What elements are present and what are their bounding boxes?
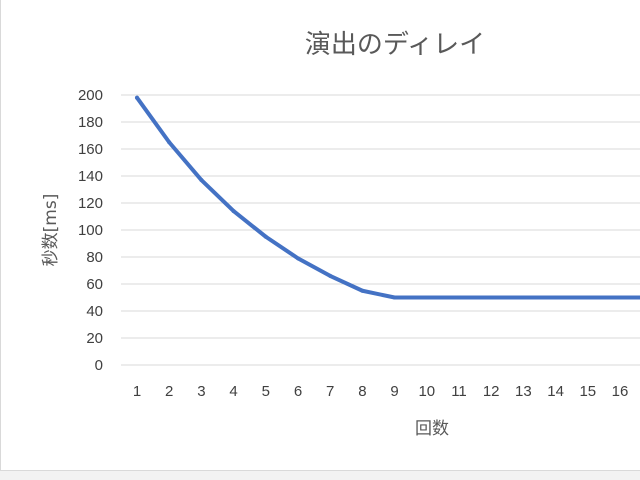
x-tick-label: 12 (483, 383, 500, 400)
data-point (328, 273, 333, 278)
gridlines (121, 94, 640, 366)
x-tick-label: 5 (262, 383, 270, 400)
x-tick-label: 15 (579, 383, 596, 400)
y-tick-label: 100 (78, 222, 103, 239)
data-point (392, 295, 397, 300)
x-axis-ticks: 1 2 3 4 5 6 7 8 9 10 11 12 13 14 15 16 (133, 383, 629, 400)
data-point (135, 95, 139, 100)
y-tick-label: 0 (95, 357, 103, 374)
series-layer (135, 95, 640, 300)
x-tick-label: 10 (418, 383, 435, 400)
x-tick-label: 7 (326, 383, 334, 400)
x-tick-label: 9 (390, 383, 398, 400)
data-point (296, 256, 300, 261)
x-tick-label: 3 (197, 383, 205, 400)
x-tick-label: 8 (358, 383, 366, 400)
y-tick-label: 60 (86, 276, 103, 293)
data-point (199, 178, 204, 183)
data-point (618, 295, 622, 300)
chart-border (0, 0, 1, 470)
y-tick-label: 200 (78, 87, 103, 104)
x-axis-title: 回数 (415, 419, 449, 439)
x-tick-label: 2 (165, 383, 173, 400)
scroll-strip (0, 470, 640, 480)
y-axis-title: 秒数[ms] (41, 194, 61, 267)
x-tick-label: 1 (133, 383, 141, 400)
y-tick-label: 20 (86, 330, 103, 347)
y-tick-label: 140 (78, 168, 103, 185)
y-axis-ticks: 0 20 40 60 80 100 120 140 160 180 200 (78, 87, 103, 374)
data-point (489, 295, 494, 300)
x-tick-label: 6 (294, 383, 302, 400)
data-point (457, 295, 461, 300)
y-tick-label: 40 (86, 303, 103, 320)
y-tick-label: 120 (78, 195, 103, 212)
y-tick-label: 180 (78, 114, 103, 131)
series-line (135, 95, 640, 300)
data-point (263, 234, 268, 239)
data-point (553, 295, 558, 300)
x-tick-label: 14 (547, 383, 564, 400)
data-point (167, 140, 172, 145)
x-tick-label: 16 (612, 383, 629, 400)
chart-title: 演出のディレイ (305, 30, 485, 60)
data-point (231, 209, 236, 214)
x-tick-label: 11 (451, 383, 467, 400)
data-point (585, 295, 590, 300)
data-point (424, 295, 429, 300)
y-tick-label: 80 (86, 249, 103, 266)
data-point (360, 288, 365, 293)
data-point (521, 295, 526, 300)
x-tick-label: 4 (229, 383, 237, 400)
x-tick-label: 13 (515, 383, 532, 400)
y-tick-label: 160 (78, 141, 103, 158)
